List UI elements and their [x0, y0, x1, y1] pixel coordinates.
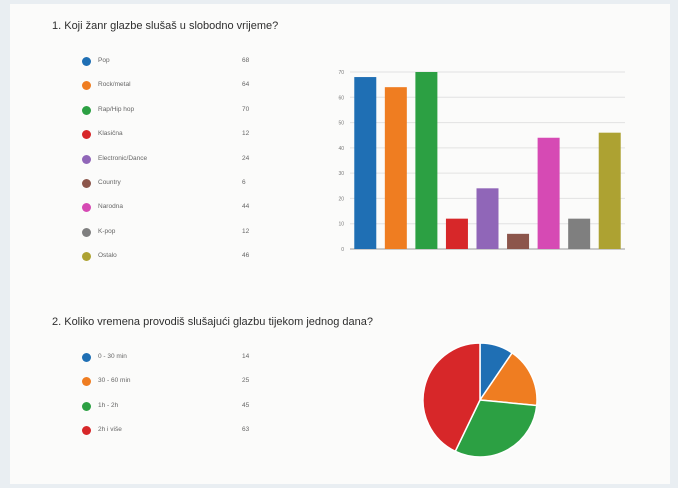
legend-swatch — [82, 179, 91, 188]
legend-swatch — [82, 154, 91, 164]
question-1-legend: Pop 68 Rock/metal 64 Rap/Hip hop 70 Klasična 12… — [82, 55, 282, 275]
pie-slice — [478, 351, 538, 407]
legend-label: Narodna — [98, 203, 123, 211]
legend-item: Pop 68 — [82, 55, 272, 69]
question-2-title: 2. Koliko vremena provodiš slušajući gla… — [52, 316, 374, 328]
legend-item: 1h - 2h 45 — [82, 400, 272, 414]
bar — [415, 72, 438, 249]
y-tick-label: 50 — [338, 121, 344, 127]
legend-value: 12 — [242, 130, 250, 138]
legend-value: 44 — [242, 203, 250, 211]
genre-bar-chart: 0 10 20 30 40 50 60 70 — [338, 70, 625, 253]
legend-value: 64 — [242, 81, 250, 89]
legend-swatch — [82, 377, 91, 387]
bar — [354, 77, 377, 249]
legend-item: Narodna 44 — [82, 201, 272, 215]
legend-value: 68 — [242, 57, 250, 64]
legend-label: K-pop — [98, 227, 116, 235]
survey-results-card: 1. Koji žanr glazbe slušaš u slobodno vr… — [10, 4, 670, 484]
bar — [507, 233, 530, 249]
legend-label: 0 - 30 min — [98, 353, 127, 360]
legend-value: 14 — [242, 353, 250, 360]
legend-value: 63 — [242, 426, 250, 434]
pie-slice — [422, 342, 481, 453]
pie-slice — [454, 399, 538, 458]
legend-label: Pop — [98, 57, 110, 64]
y-tick-label: 60 — [338, 95, 344, 101]
legend-value: 6 — [242, 179, 246, 186]
legend-item: 30 - 60 min 25 — [82, 375, 272, 389]
legend-value: 24 — [242, 154, 250, 162]
bar — [568, 218, 591, 249]
legend-swatch — [82, 57, 91, 66]
legend-item: 2h i više 63 — [82, 424, 272, 438]
legend-value: 45 — [242, 401, 250, 409]
bar — [476, 188, 499, 249]
listening-time-pie-chart — [422, 342, 538, 458]
y-tick-label: 10 — [338, 222, 344, 228]
legend-swatch — [82, 353, 91, 362]
bar — [537, 137, 560, 249]
legend-label: Rock/metal — [98, 81, 131, 89]
legend-swatch — [82, 426, 91, 436]
legend-label: Klasična — [98, 130, 123, 138]
legend-label: 30 - 60 min — [98, 377, 131, 385]
legend-item: Electronic/Dance 24 — [82, 153, 272, 167]
legend-label: 2h i više — [98, 426, 122, 434]
legend-label: Rap/Hip hop — [98, 105, 135, 113]
y-tick-label: 70 — [338, 70, 344, 76]
y-tick-label: 40 — [338, 146, 344, 152]
legend-value: 70 — [242, 105, 250, 113]
legend-item: Klasična 12 — [82, 128, 272, 142]
legend-item: Rap/Hip hop 70 — [82, 104, 272, 118]
legend-label: 1h - 2h — [98, 401, 119, 409]
bar — [598, 132, 621, 249]
legend-swatch — [82, 227, 91, 237]
legend-label: Country — [98, 179, 121, 186]
legend-item: K-pop 12 — [82, 226, 272, 240]
legend-value: 46 — [242, 252, 250, 260]
bar — [384, 87, 407, 249]
legend-label: Ostalo — [98, 252, 117, 260]
legend-item: Ostalo 46 — [82, 250, 272, 264]
legend-swatch — [82, 81, 91, 91]
legend-item: Rock/metal 64 — [82, 79, 272, 93]
bar — [445, 218, 468, 249]
legend-value: 12 — [242, 227, 250, 235]
legend-swatch — [82, 105, 91, 115]
legend-item: 0 - 30 min 14 — [82, 351, 272, 365]
legend-swatch — [82, 203, 91, 213]
question-2-legend: 0 - 30 min 14 30 - 60 min 25 1h - 2h 45 2h i v… — [82, 351, 282, 451]
legend-swatch — [82, 401, 91, 411]
legend-value: 25 — [242, 377, 250, 385]
legend-label: Electronic/Dance — [98, 154, 148, 162]
legend-swatch — [82, 252, 91, 262]
legend-item: Country 6 — [82, 177, 272, 191]
legend-swatch — [82, 130, 91, 140]
y-tick-label: 0 — [341, 247, 344, 253]
y-tick-label: 30 — [338, 171, 344, 177]
question-1-title: 1. Koji žanr glazbe slušaš u slobodno vr… — [52, 20, 279, 32]
y-tick-label: 20 — [338, 196, 344, 202]
